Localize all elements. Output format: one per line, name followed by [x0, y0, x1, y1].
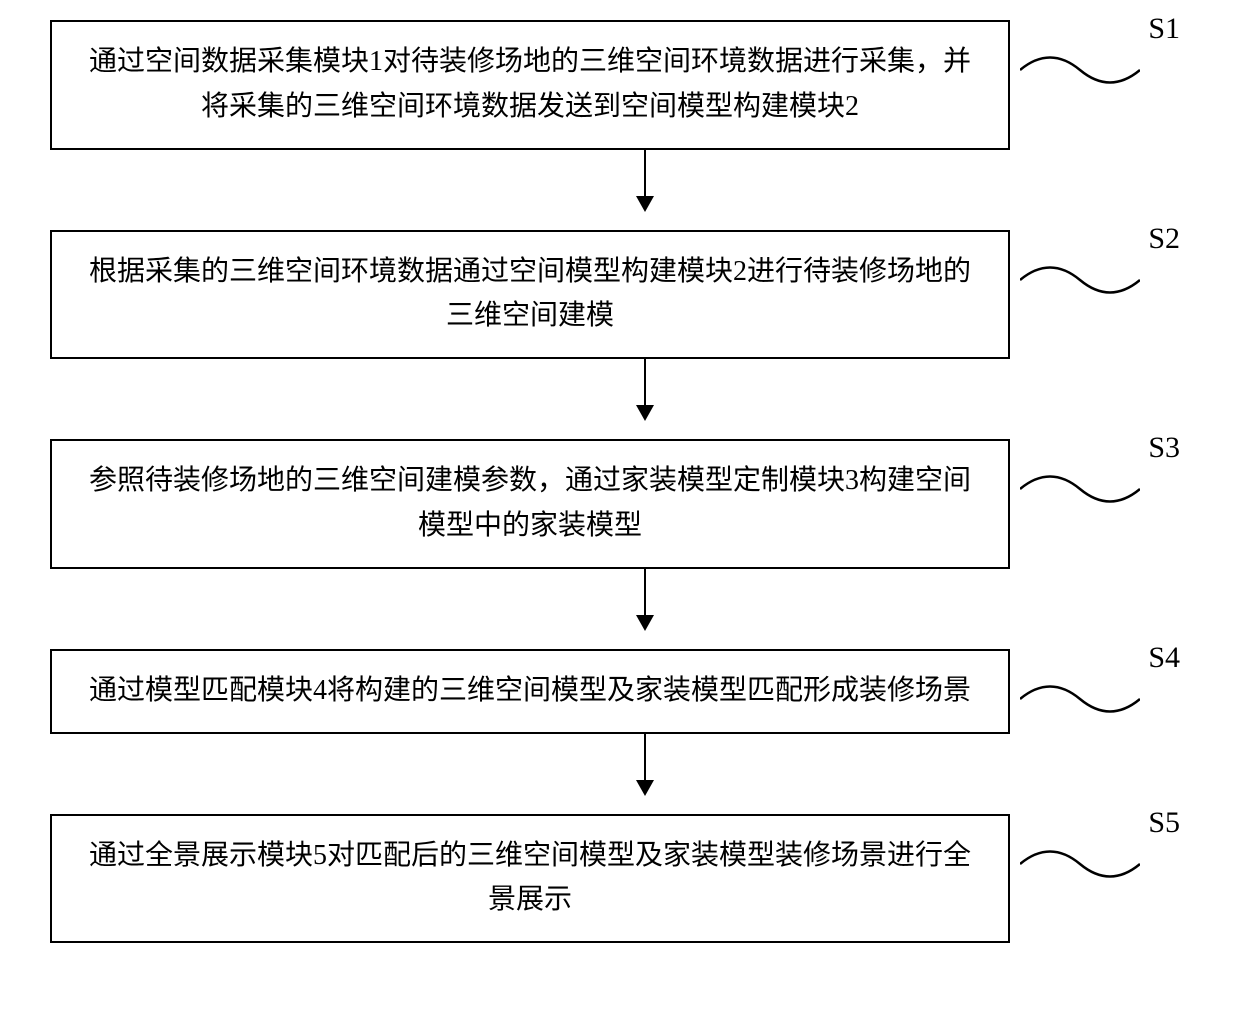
step-label-3: S3: [1148, 431, 1180, 465]
step-row-2: 根据采集的三维空间环境数据通过空间模型构建模块2进行待装修场地的三维空间建模 S…: [0, 230, 1240, 360]
wave-connector-5: [1020, 844, 1140, 884]
step-text-2: 根据采集的三维空间环境数据通过空间模型构建模块2进行待装修场地的三维空间建模: [89, 256, 971, 332]
step-text-5: 通过全景展示模块5对匹配后的三维空间模型及家装模型装修场景进行全景展示: [89, 840, 971, 916]
step-text-4: 通过模型匹配模块4将构建的三维空间模型及家装模型匹配形成装修场景: [89, 675, 971, 706]
step-box-3: 参照待装修场地的三维空间建模参数，通过家装模型定制模块3构建空间模型中的家装模型: [50, 439, 1010, 569]
step-label-4: S4: [1148, 641, 1180, 675]
step-text-1: 通过空间数据采集模块1对待装修场地的三维空间环境数据进行采集，并将采集的三维空间…: [89, 46, 971, 122]
step-box-1: 通过空间数据采集模块1对待装修场地的三维空间环境数据进行采集，并将采集的三维空间…: [50, 20, 1010, 150]
arrow-4: [90, 734, 1150, 814]
step-row-1: 通过空间数据采集模块1对待装修场地的三维空间环境数据进行采集，并将采集的三维空间…: [0, 20, 1240, 150]
step-label-5: S5: [1148, 806, 1180, 840]
wave-connector-4: [1020, 679, 1140, 719]
step-row-5: 通过全景展示模块5对匹配后的三维空间模型及家装模型装修场景进行全景展示 S5: [0, 814, 1240, 944]
arrow-3: [90, 569, 1150, 649]
step-row-4: 通过模型匹配模块4将构建的三维空间模型及家装模型匹配形成装修场景 S4: [0, 649, 1240, 734]
arrow-2: [90, 359, 1150, 439]
step-row-3: 参照待装修场地的三维空间建模参数，通过家装模型定制模块3构建空间模型中的家装模型…: [0, 439, 1240, 569]
wave-connector-2: [1020, 260, 1140, 300]
step-label-1: S1: [1148, 12, 1180, 46]
wave-connector-1: [1020, 50, 1140, 90]
step-label-2: S2: [1148, 222, 1180, 256]
arrow-1: [90, 150, 1150, 230]
flowchart-container: 通过空间数据采集模块1对待装修场地的三维空间环境数据进行采集，并将采集的三维空间…: [0, 20, 1240, 943]
step-text-3: 参照待装修场地的三维空间建模参数，通过家装模型定制模块3构建空间模型中的家装模型: [89, 465, 971, 541]
step-box-2: 根据采集的三维空间环境数据通过空间模型构建模块2进行待装修场地的三维空间建模: [50, 230, 1010, 360]
step-box-5: 通过全景展示模块5对匹配后的三维空间模型及家装模型装修场景进行全景展示: [50, 814, 1010, 944]
step-box-4: 通过模型匹配模块4将构建的三维空间模型及家装模型匹配形成装修场景: [50, 649, 1010, 734]
wave-connector-3: [1020, 469, 1140, 509]
